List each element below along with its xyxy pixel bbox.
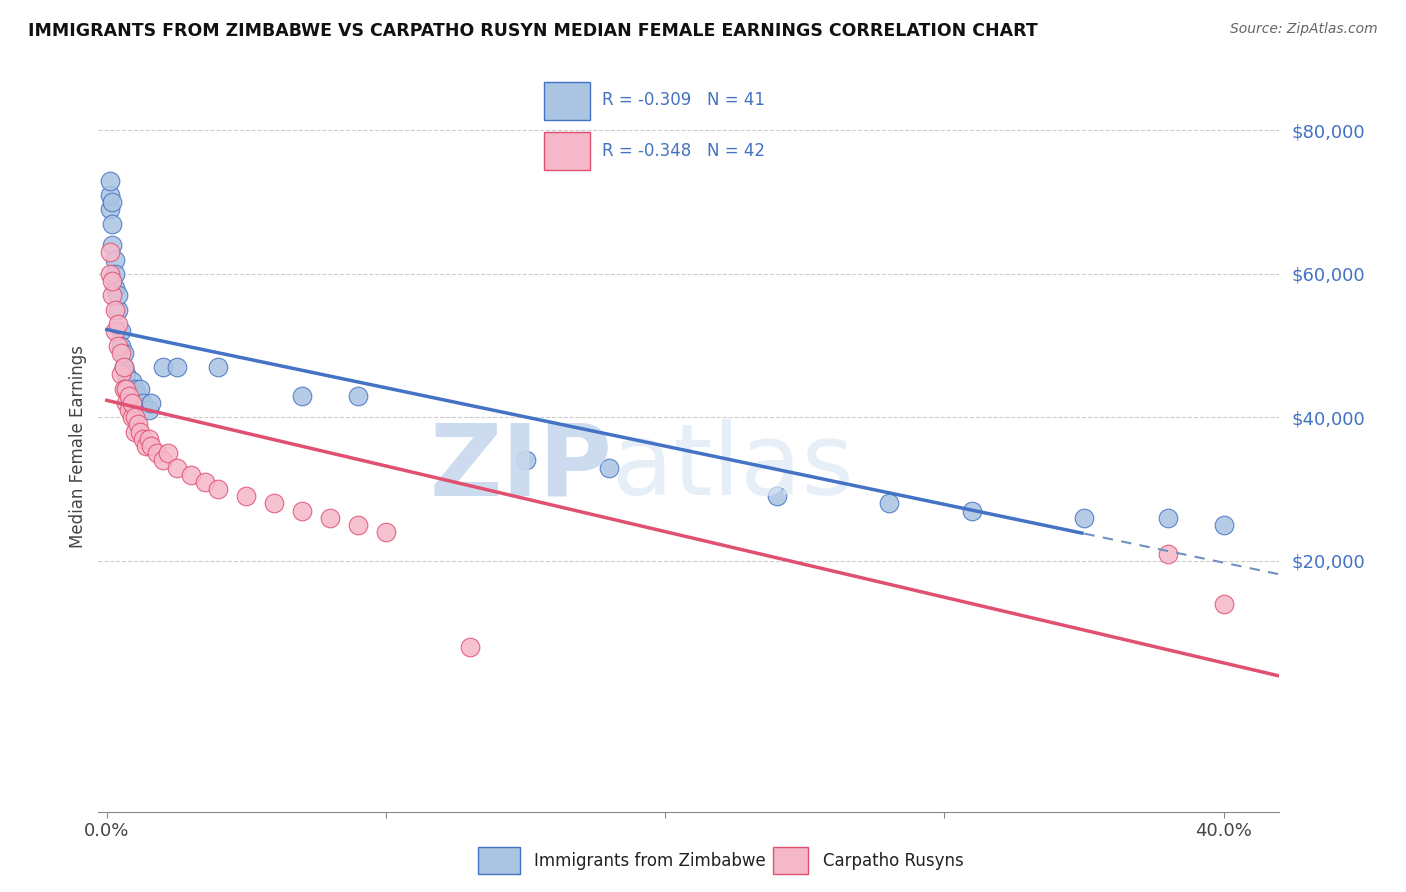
Point — [104, 267, 127, 281]
Point — [118, 382, 141, 396]
Point — [375, 524, 398, 539]
Point — [121, 375, 143, 389]
Point — [124, 425, 146, 439]
Text: Immigrants from Zimbabwe: Immigrants from Zimbabwe — [534, 852, 766, 870]
Point — [207, 360, 229, 375]
FancyBboxPatch shape — [544, 132, 591, 169]
Point — [1157, 510, 1180, 524]
Point — [1157, 547, 1180, 561]
Point — [235, 489, 257, 503]
Point — [152, 453, 174, 467]
Point — [877, 496, 900, 510]
Point — [101, 217, 124, 231]
Point — [138, 432, 160, 446]
Point — [166, 460, 188, 475]
Point — [121, 410, 143, 425]
FancyBboxPatch shape — [478, 847, 520, 874]
Point — [110, 368, 132, 382]
Point — [458, 640, 481, 654]
Point — [112, 360, 135, 375]
Point — [141, 439, 163, 453]
Point — [1212, 597, 1234, 611]
Point — [180, 467, 202, 482]
Point — [124, 382, 146, 396]
Point — [515, 453, 537, 467]
Text: ZIP: ZIP — [429, 419, 612, 516]
Point — [121, 396, 143, 410]
Point — [98, 245, 121, 260]
Point — [110, 338, 132, 352]
Point — [207, 482, 229, 496]
Point — [124, 396, 146, 410]
Point — [118, 389, 141, 403]
Point — [115, 382, 138, 396]
Point — [104, 324, 127, 338]
Point — [98, 202, 121, 217]
Point — [138, 403, 160, 417]
Point — [110, 345, 132, 359]
Point — [118, 403, 141, 417]
Point — [101, 238, 124, 252]
Point — [98, 188, 121, 202]
Point — [115, 396, 138, 410]
Point — [166, 360, 188, 375]
Point — [129, 425, 152, 439]
Point — [263, 496, 285, 510]
Point — [115, 368, 138, 382]
Point — [132, 432, 155, 446]
Point — [107, 288, 129, 302]
Point — [766, 489, 789, 503]
Point — [118, 396, 141, 410]
Point — [98, 174, 121, 188]
Point — [121, 389, 143, 403]
Point — [115, 382, 138, 396]
Point — [107, 317, 129, 331]
FancyBboxPatch shape — [544, 82, 591, 120]
Point — [112, 382, 135, 396]
FancyBboxPatch shape — [773, 847, 808, 874]
Point — [129, 382, 152, 396]
Point — [141, 396, 163, 410]
Point — [101, 195, 124, 210]
Point — [104, 281, 127, 295]
Text: R = -0.309   N = 41: R = -0.309 N = 41 — [602, 91, 765, 109]
Text: Source: ZipAtlas.com: Source: ZipAtlas.com — [1230, 22, 1378, 37]
Point — [319, 510, 342, 524]
Point — [157, 446, 180, 460]
Point — [112, 360, 135, 375]
Point — [152, 360, 174, 375]
Text: IMMIGRANTS FROM ZIMBABWE VS CARPATHO RUSYN MEDIAN FEMALE EARNINGS CORRELATION CH: IMMIGRANTS FROM ZIMBABWE VS CARPATHO RUS… — [28, 22, 1038, 40]
Point — [193, 475, 215, 489]
Point — [291, 389, 314, 403]
Point — [110, 324, 132, 338]
Point — [132, 396, 155, 410]
Point — [98, 267, 121, 281]
Point — [291, 503, 314, 517]
Point — [101, 288, 124, 302]
Point — [104, 302, 127, 317]
Point — [101, 274, 124, 288]
Point — [1212, 517, 1234, 532]
Y-axis label: Median Female Earnings: Median Female Earnings — [69, 344, 87, 548]
Point — [598, 460, 620, 475]
Text: R = -0.348   N = 42: R = -0.348 N = 42 — [602, 142, 765, 160]
Point — [124, 410, 146, 425]
Point — [127, 417, 149, 432]
Point — [107, 338, 129, 352]
Point — [146, 446, 169, 460]
Text: atlas: atlas — [612, 419, 853, 516]
Point — [112, 345, 135, 359]
Point — [347, 389, 370, 403]
Point — [962, 503, 984, 517]
Text: Carpatho Rusyns: Carpatho Rusyns — [823, 852, 963, 870]
Point — [104, 252, 127, 267]
Point — [127, 389, 149, 403]
Point — [135, 439, 157, 453]
Point — [107, 302, 129, 317]
Point — [347, 517, 370, 532]
Point — [1073, 510, 1095, 524]
